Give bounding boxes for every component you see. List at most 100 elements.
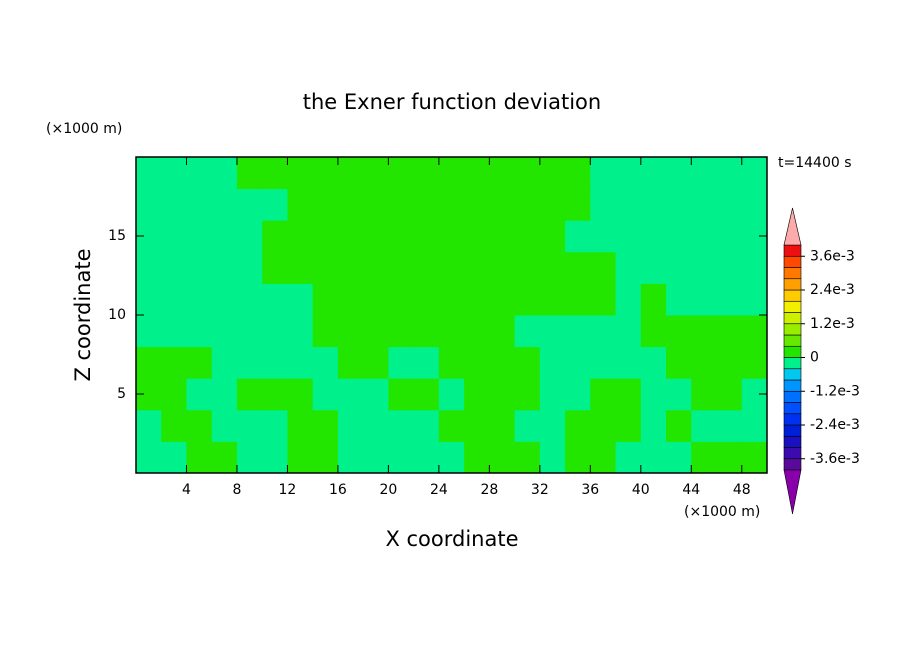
contour-cell <box>615 441 642 474</box>
contour-cell <box>413 188 440 221</box>
contour-cell <box>337 188 364 221</box>
contour-cell <box>388 346 415 379</box>
x-axis-label: X coordinate <box>385 527 518 551</box>
contour-cell <box>666 315 692 348</box>
contour-cell <box>438 157 465 190</box>
contour-cell <box>262 283 288 316</box>
contour-cell <box>716 346 743 379</box>
contour-cell <box>161 315 187 348</box>
contour-cell <box>464 283 490 316</box>
contour-cell <box>666 157 692 190</box>
contour-cell <box>539 346 566 379</box>
contour-cell <box>262 409 288 442</box>
contour-cell <box>136 409 162 442</box>
contour-cell <box>337 157 364 190</box>
contour-cell <box>262 441 288 474</box>
contour-cell <box>413 220 440 253</box>
contour-cell <box>413 157 440 190</box>
contour-cell <box>615 188 642 221</box>
colorbar-box <box>783 368 802 381</box>
contour-cell <box>666 283 692 316</box>
contour-cell <box>514 283 541 316</box>
contour-cell <box>388 409 415 442</box>
contour-cell <box>716 188 743 221</box>
colorbar-under <box>783 469 802 515</box>
contour-cell <box>287 441 314 474</box>
contour-cell <box>363 378 389 411</box>
contour-cell <box>388 188 415 221</box>
contour-cell <box>337 378 364 411</box>
contour-cell <box>136 441 162 474</box>
contour-cell <box>590 251 617 284</box>
contour-cell <box>438 378 465 411</box>
contour-cell <box>615 346 642 379</box>
contour-cell <box>161 188 187 221</box>
contour-cell <box>312 315 339 348</box>
colorbar-over <box>783 207 802 246</box>
contour-cell <box>388 315 415 348</box>
contour-cell <box>186 346 213 379</box>
contour-cell <box>236 220 263 253</box>
contour-cell <box>136 188 162 221</box>
contour-cell <box>565 220 591 253</box>
contour-cell <box>161 220 187 253</box>
colorbar-box <box>783 278 802 291</box>
contour-cell <box>640 409 667 442</box>
contour-cell <box>236 315 263 348</box>
contour-cell <box>413 315 440 348</box>
contour-cell <box>211 220 238 253</box>
contour-cell <box>539 283 566 316</box>
contour-cell <box>236 251 263 284</box>
contour-cell <box>741 346 768 379</box>
contour-cell <box>211 188 238 221</box>
contour-cell <box>312 251 339 284</box>
contour-cell <box>489 441 516 474</box>
contour-cell <box>438 315 465 348</box>
contour-cell <box>539 315 566 348</box>
contour-cell <box>438 283 465 316</box>
x-tick-label: 12 <box>279 482 297 498</box>
contour-cell <box>741 157 768 190</box>
contour-cell <box>337 441 364 474</box>
contour-cell <box>590 378 617 411</box>
colorbar-box <box>783 312 802 325</box>
contour-cell <box>287 283 314 316</box>
contour-cell <box>514 251 541 284</box>
contour-cell <box>565 188 591 221</box>
contour-cell <box>438 188 465 221</box>
contour-cell <box>236 157 263 190</box>
colorbar-box <box>783 447 802 460</box>
contour-cell <box>186 220 213 253</box>
contour-cell <box>363 441 389 474</box>
contour-cell <box>565 157 591 190</box>
contour-cell <box>464 441 490 474</box>
contour-cell <box>363 157 389 190</box>
contour-cell <box>691 346 718 379</box>
colorbar-label: -1.2e-3 <box>810 383 860 399</box>
contour-cell <box>514 157 541 190</box>
x-tick-label: 36 <box>581 482 599 498</box>
contour-cell <box>464 378 490 411</box>
contour-cell <box>590 188 617 221</box>
contour-cell <box>514 409 541 442</box>
y-axis-label: Z coordinate <box>71 248 95 381</box>
contour-cell <box>337 283 364 316</box>
contour-cell <box>464 409 490 442</box>
colorbar-box <box>783 357 802 370</box>
contour-cell <box>640 378 667 411</box>
y-tick-label: 15 <box>108 228 126 244</box>
contour-cell <box>413 346 440 379</box>
contour-cell <box>413 283 440 316</box>
colorbar-box <box>783 255 802 268</box>
contour-cell <box>236 283 263 316</box>
contour-cell <box>666 251 692 284</box>
contour-cell <box>539 251 566 284</box>
colorbar-box <box>783 345 802 358</box>
contour-cell <box>363 315 389 348</box>
contour-cell <box>716 409 743 442</box>
contour-cell <box>565 283 591 316</box>
contour-cell <box>211 441 238 474</box>
colorbar-label: 3.6e-3 <box>810 248 855 264</box>
contour-cell <box>716 378 743 411</box>
contour-cell <box>539 188 566 221</box>
